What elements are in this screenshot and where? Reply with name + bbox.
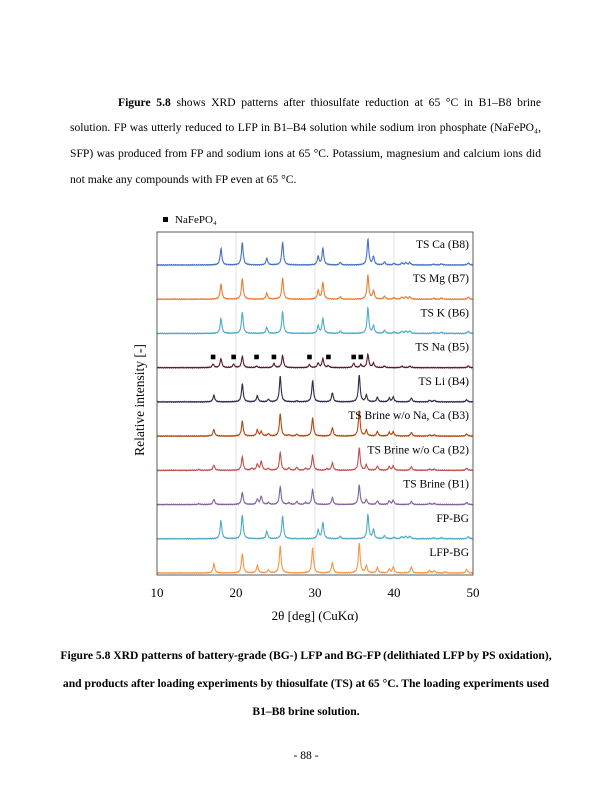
series-trace-9	[156, 542, 474, 575]
series-trace-3	[156, 352, 474, 369]
series-trace-4	[156, 374, 474, 404]
series-label: TS Mg (B7)	[413, 273, 469, 285]
x-tick-label: 10	[151, 585, 164, 600]
series-label: TS Brine w/o Na, Ca (B3)	[348, 410, 469, 422]
y-axis-label: Relative intensity [-]	[132, 344, 147, 456]
x-tick-label: 20	[230, 585, 243, 600]
series-trace-0	[156, 237, 474, 267]
legend-label: NaFePO₄	[175, 214, 217, 226]
nafepo4-marker	[351, 354, 357, 360]
x-tick-label: 50	[467, 585, 480, 600]
x-axis-label: 2θ [deg] (CuKα)	[272, 608, 359, 623]
nafepo4-marker	[358, 354, 364, 360]
series-trace-8	[156, 513, 474, 541]
plot-frame	[156, 231, 474, 576]
legend-marker-square	[163, 217, 168, 222]
series-label: TS Na (B5)	[415, 342, 469, 354]
nafepo4-marker	[307, 354, 312, 360]
figure-caption: Figure 5.8 XRD patterns of battery-grade…	[60, 649, 552, 718]
nafepo4-marker	[271, 354, 277, 360]
series-label: FP-BG	[436, 513, 469, 525]
series-label: LFP-BG	[429, 547, 469, 559]
nafepo4-marker	[231, 354, 236, 360]
series-trace-1	[156, 274, 474, 301]
series-label: TS Li (B4)	[419, 376, 470, 388]
page-number: - 88 -	[293, 749, 319, 762]
series-trace-7	[156, 484, 474, 506]
series-label: TS K (B6)	[420, 307, 469, 319]
series-label: TS Brine w/o Ca (B2)	[367, 444, 469, 456]
series-trace-2	[156, 306, 474, 335]
paragraph-text: shows XRD patterns after thiosulfate red…	[70, 95, 541, 186]
series-label: TS Brine (B1)	[403, 479, 469, 491]
x-tick-label: 40	[388, 585, 401, 600]
series-trace-5	[156, 410, 474, 438]
nafepo4-marker	[254, 354, 259, 360]
x-tick-label: 30	[309, 585, 322, 600]
series-label: TS Ca (B8)	[416, 239, 469, 251]
nafepo4-marker	[210, 354, 216, 360]
series-trace-6	[156, 447, 474, 472]
body-paragraph: Figure 5.8 shows XRD patterns after thio…	[70, 90, 541, 193]
figure-reference: Figure 5.8	[118, 95, 171, 109]
nafepo4-marker	[326, 354, 331, 360]
